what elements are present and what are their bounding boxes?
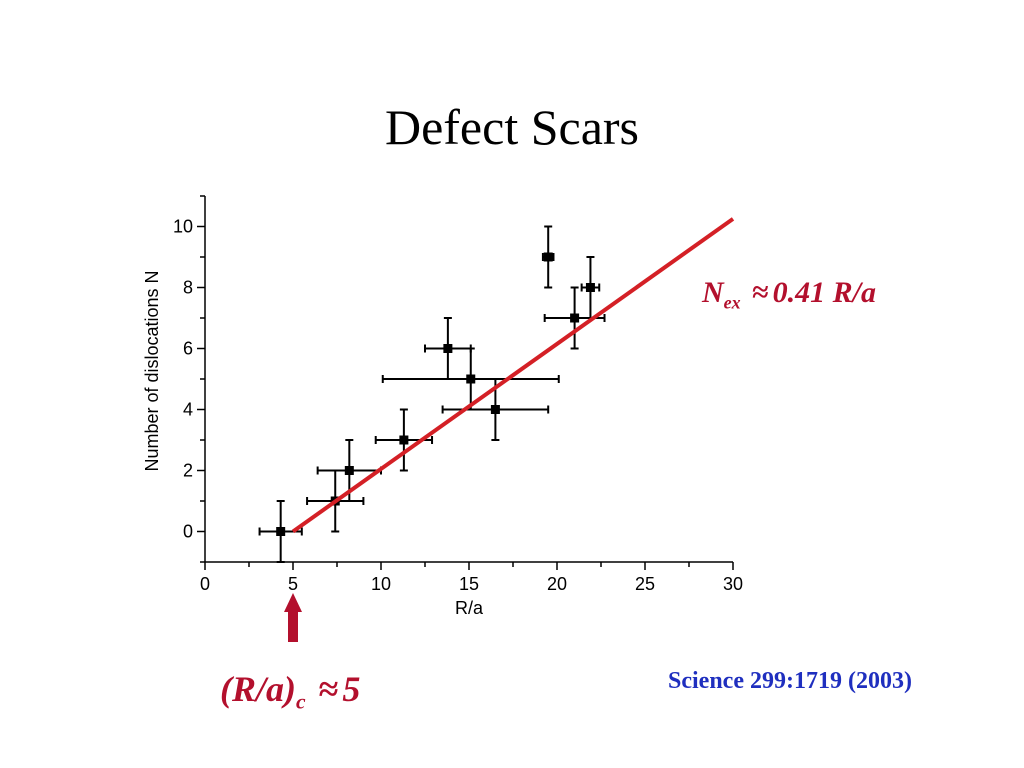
fit-subscript: ex bbox=[723, 292, 741, 313]
y-tick-label: 4 bbox=[183, 400, 193, 420]
data-point bbox=[344, 466, 354, 475]
y-tick-label: 2 bbox=[183, 461, 193, 481]
axis-labels: R/a Number of dislocations N bbox=[142, 270, 484, 618]
x-tick-label: 15 bbox=[459, 574, 479, 594]
citation: Science 299:1719 (2003) bbox=[668, 668, 912, 694]
data-point bbox=[585, 283, 595, 292]
data-points bbox=[276, 252, 595, 536]
y-tick-label: 10 bbox=[173, 217, 193, 237]
slide-title: Defect Scars bbox=[384, 99, 640, 155]
data-point bbox=[443, 344, 453, 353]
data-point bbox=[466, 374, 476, 384]
y-axis-label: Number of dislocations N bbox=[142, 270, 162, 471]
fit-line bbox=[291, 217, 735, 534]
x-tick-label: 20 bbox=[547, 574, 567, 594]
x-tick-label: 10 bbox=[371, 574, 391, 594]
critical-arrow-icon bbox=[284, 593, 302, 642]
error-bars bbox=[258, 225, 606, 563]
x-tick-label: 25 bbox=[635, 574, 655, 594]
y-tick-label: 8 bbox=[183, 278, 193, 298]
y-tick-label: 0 bbox=[183, 522, 193, 542]
arrow-head bbox=[284, 593, 302, 612]
x-tick-label: 30 bbox=[723, 574, 743, 594]
x-tick-label: 0 bbox=[200, 574, 210, 594]
data-point bbox=[276, 527, 286, 536]
fit-line-group bbox=[291, 217, 735, 534]
fit-approx-sign: ≈ bbox=[752, 276, 769, 309]
critical-symbol: (R/a) bbox=[220, 669, 296, 709]
critical-subscript: c bbox=[296, 689, 306, 714]
data-point bbox=[399, 435, 409, 445]
critical-approx-sign: ≈ bbox=[318, 669, 339, 709]
chart-axes: 0 5 10 15 20 25 30 0 2 4 6 8 10 bbox=[173, 195, 743, 594]
x-axis-label: R/a bbox=[455, 598, 484, 618]
fit-equation-label: Nex ≈0.41 R/a bbox=[702, 276, 876, 313]
data-point bbox=[570, 313, 580, 323]
y-tick-label: 6 bbox=[183, 339, 193, 359]
data-point bbox=[490, 405, 500, 414]
critical-ratio-label: (R/a)c ≈5 bbox=[220, 668, 360, 715]
fit-symbol: N bbox=[702, 276, 724, 309]
fit-expression: 0.41 R/a bbox=[772, 276, 876, 309]
critical-value: 5 bbox=[342, 669, 361, 709]
x-tick-label: 5 bbox=[288, 574, 298, 594]
data-point bbox=[543, 252, 553, 262]
arrow-shaft bbox=[288, 611, 298, 642]
